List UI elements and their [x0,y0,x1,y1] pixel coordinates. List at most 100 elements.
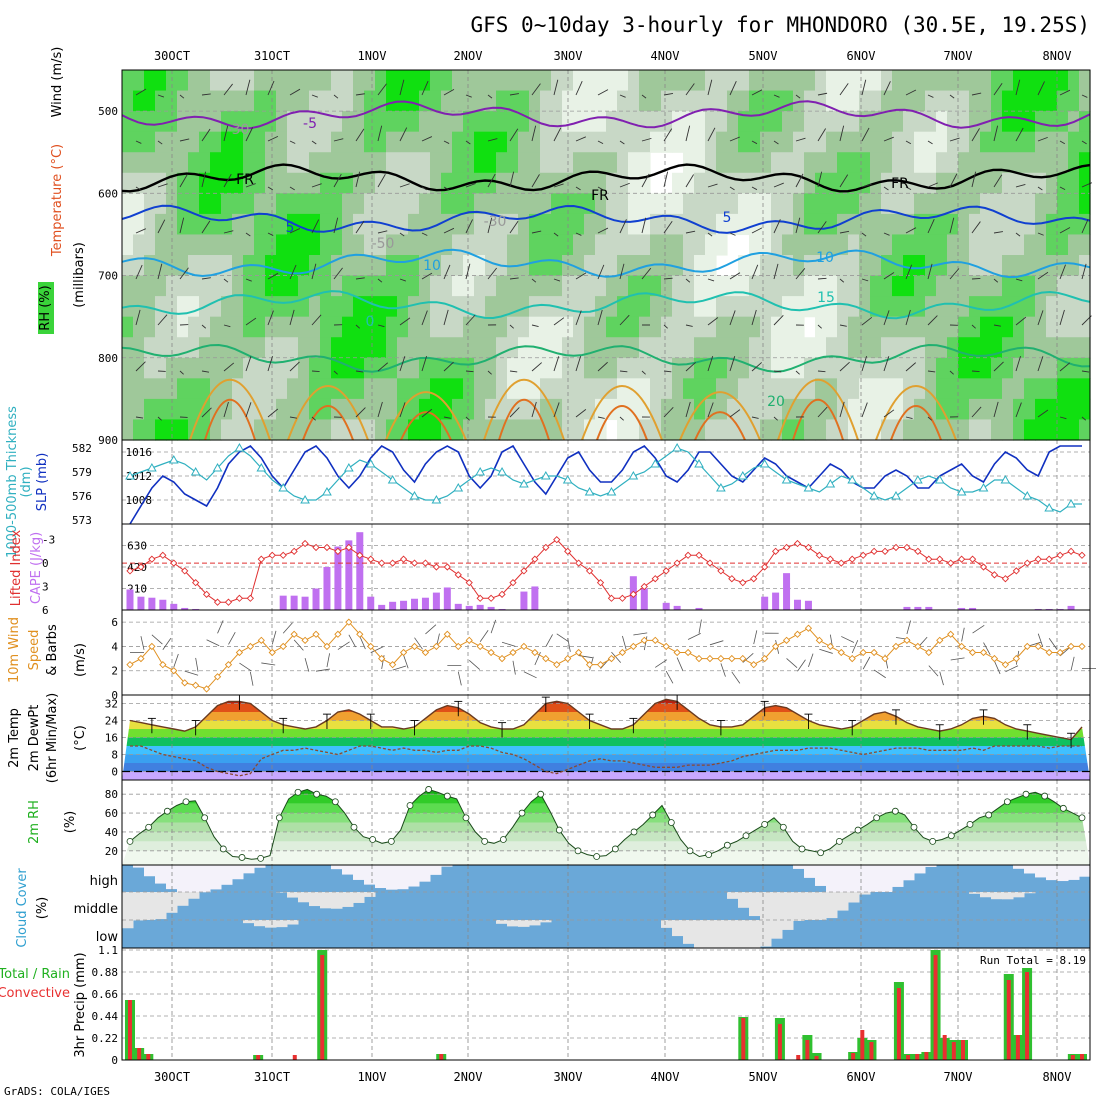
rh-shade-cell [320,337,332,359]
wind-barb [971,277,981,280]
rh-shade-cell [474,296,486,318]
rh-shade-cell [870,275,882,297]
wind-barb [773,370,782,373]
rh-shade-cell [991,398,1003,421]
rh-shade-cell [903,296,915,318]
rh-shade-cell [1057,213,1069,236]
rh-shade-cell [386,296,398,318]
wind-barb [206,639,220,647]
wind-barb [531,230,542,234]
rh-point [1003,798,1011,806]
wind-barb [465,314,476,326]
contour-label: 0 [366,314,375,330]
rh-shade-cell [826,357,838,379]
rh-shade-cell [265,213,277,236]
rh-shade-cell [694,255,706,277]
wind-barb [797,659,806,672]
wind-barb [839,125,845,142]
rh-shade-cell [177,234,189,256]
rh-shade-cell [507,213,519,236]
axis-label: (°C) [73,725,88,751]
rh-shade-cell [903,193,915,215]
wind-barb [685,174,694,188]
rh-shade-cell [122,90,134,112]
rh-shade-cell [298,111,310,133]
cape-bar [531,586,539,610]
cloud-cell [122,920,134,929]
rh-shade-cell [419,172,431,194]
rh-shade-cell [925,378,937,400]
wind-barb [993,324,1001,327]
wind-barb [468,660,481,670]
wind-barb [239,662,252,672]
wind-barb [1059,264,1066,280]
rh-shade-cell [584,193,596,215]
wind-barb [184,670,199,676]
rh-shade-cell [837,255,849,277]
rh-shade-cell [298,378,310,400]
wind-barb [392,665,407,671]
wind-barb [839,278,845,283]
axis-label: Lifted Index [9,529,24,606]
rh-shade-cell [485,90,497,112]
rh-shade-cell [507,419,519,441]
rh-point [331,798,339,806]
precip-convective-bar [814,1056,819,1060]
rh-shade-cell [1057,316,1069,338]
rh-shade-cell [936,316,948,338]
rh-shade-cell [1068,419,1080,441]
rh-shade-cell [606,131,618,153]
wind-barb [487,138,498,142]
wind-barb [663,221,673,234]
slp-line [129,444,1082,525]
wind-barb [289,361,300,372]
rh-point [1078,814,1086,822]
cloud-level-label: middle [74,902,118,917]
rh-shade-cell [276,234,288,256]
wind-barb [282,622,293,634]
rh-shade-cell [848,172,860,194]
rh-shade-cell [716,193,728,215]
rh-shade-cell [804,337,816,359]
cape-bar [1056,608,1064,610]
wind-barb [622,635,627,650]
wind-barb [399,79,405,96]
rh-shade-cell [529,152,541,174]
rh-shade-cell [287,172,299,194]
rh-shade-cell [760,255,772,277]
rh-shade-cell [419,337,431,359]
rh-shade-cell [199,172,211,194]
rh-shade-cell [1057,234,1069,256]
rh-shade-cell [430,275,442,297]
rh-shade-cell [606,357,618,379]
rh-shade-cell [276,90,288,112]
wind-barb [619,370,628,373]
rh-shade-cell [342,378,354,400]
rh-point [481,837,489,845]
rh-shade-cell [1068,337,1080,359]
li-point [1045,555,1053,563]
wind-speed-point [618,648,627,657]
rh-shade-cell [133,172,145,194]
rh-shade-cell [551,378,563,400]
li-point [476,594,484,602]
rh-shade-cell [166,316,178,338]
rh-band [122,850,1090,865]
rh-shade-cell [969,378,981,400]
rh-shade-cell [1057,398,1069,421]
rh-shade-cell [782,213,794,236]
thickness-point [322,486,332,496]
rh-shade-cell [1035,398,1047,421]
rh-shade-cell [749,398,761,421]
wind-barb [643,636,648,651]
rh-point [350,823,358,831]
wind-barb [729,356,736,372]
rh-shade-cell [628,419,640,441]
rh-shade-cell [639,357,651,379]
rh-shade-cell [144,398,156,421]
rh-shade-cell [188,378,200,400]
li-point [388,559,397,567]
rh-shade-cell [782,275,794,297]
rh-shade-cell [386,213,398,236]
rh-shade-cell [452,193,464,215]
